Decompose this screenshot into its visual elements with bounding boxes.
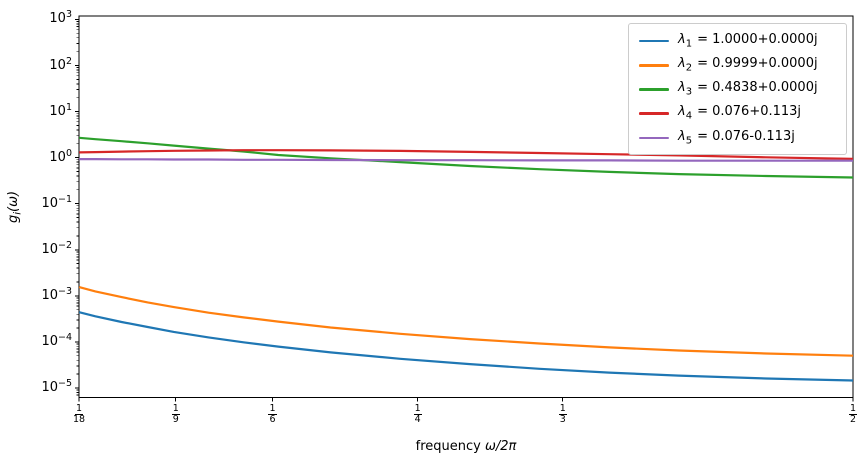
series-line-lambda1 xyxy=(78,311,854,382)
xlabel-text: frequency xyxy=(415,439,485,454)
legend-line-sample-lambda1 xyxy=(639,39,669,43)
y-tick-label: 10−3 xyxy=(41,285,72,303)
legend-item-lambda5: λ5 = 0.076-0.113j xyxy=(629,126,846,150)
legend-symbol: λ xyxy=(678,55,686,71)
ylabel-base: g xyxy=(6,214,21,224)
legend-item-lambda4: λ4 = 0.076+0.113j xyxy=(629,102,846,126)
legend-item-lambda2: λ2 = 0.9999+0.0000j xyxy=(629,53,846,77)
legend-value: = 0.9999+0.0000j xyxy=(697,55,818,71)
y-tick-label: 100 xyxy=(49,147,72,165)
y-tick-label: 103 xyxy=(49,9,72,27)
y-tick-label: 10−5 xyxy=(41,377,72,395)
legend-line-sample-lambda5 xyxy=(639,136,669,140)
legend-symbol: λ xyxy=(678,104,686,120)
plot-frame xyxy=(78,15,854,398)
legend-symbol: λ xyxy=(678,31,686,47)
y-tick-label: 10−1 xyxy=(41,193,72,211)
ylabel-rest: (ω) xyxy=(6,190,21,212)
y-tick-label: 10−2 xyxy=(41,239,72,257)
legend-item-lambda1: λ1 = 1.0000+0.0000j xyxy=(629,29,846,53)
legend-line-sample-lambda2 xyxy=(639,63,669,67)
legend-item-lambda3: λ3 = 0.4838+0.0000j xyxy=(629,77,846,101)
xlabel-math: ω/2π xyxy=(484,439,517,454)
y-tick-label: 102 xyxy=(49,55,72,73)
legend-value: = 0.076-0.113j xyxy=(697,128,795,144)
x-tick-label: 1 18 xyxy=(72,402,86,426)
series-line-lambda3 xyxy=(79,136,854,179)
legend-symbol: λ xyxy=(678,80,686,96)
x-axis-label: frequency ω/2π xyxy=(79,439,853,454)
series-line-lambda2 xyxy=(78,286,854,357)
y-axis-label: gi(ω) xyxy=(6,146,24,268)
ylabel-subscript: i xyxy=(12,212,24,215)
legend-line-sample-lambda4 xyxy=(639,112,669,115)
legend-value: = 0.4838+0.0000j xyxy=(697,80,818,96)
series-line-lambda5 xyxy=(79,158,853,162)
legend: λ1 = 1.0000+0.0000j λ2 = 0.9999+0.0000j λ3… xyxy=(628,23,847,155)
y-tick-label: 10−4 xyxy=(41,331,72,349)
legend-value: = 0.076+0.113j xyxy=(697,104,802,120)
y-tick-label: 101 xyxy=(49,101,72,119)
legend-line-sample-lambda3 xyxy=(639,88,669,91)
legend-symbol: λ xyxy=(678,128,686,144)
legend-value: = 1.0000+0.0000j xyxy=(697,31,818,47)
